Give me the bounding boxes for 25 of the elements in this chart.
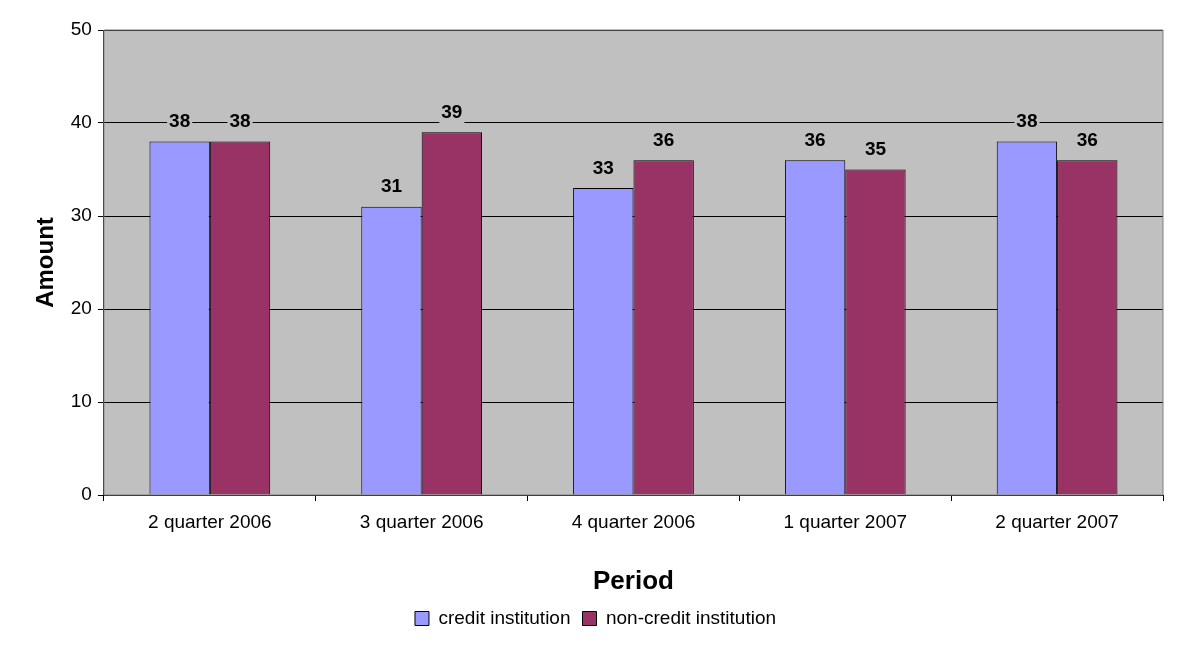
data-label: 36 — [653, 128, 675, 150]
y-axis-title: Amount — [31, 217, 59, 308]
y-tick-label: 30 — [70, 204, 92, 226]
data-label: 36 — [1076, 128, 1098, 150]
y-tick-label: 10 — [70, 390, 92, 412]
x-tick-label: 3 quarter 2006 — [359, 510, 484, 532]
x-axis-title: Period — [593, 564, 674, 595]
legend-label: non-credit institution — [605, 606, 777, 628]
data-label: 39 — [441, 101, 463, 123]
data-label: 35 — [864, 138, 887, 160]
y-tick-label: 40 — [70, 111, 92, 133]
data-label: 38 — [229, 110, 251, 132]
data-label: 31 — [380, 175, 403, 197]
data-label: 38 — [169, 110, 191, 132]
data-label: 36 — [804, 128, 826, 150]
x-tick-label: 2 quarter 2007 — [995, 510, 1119, 532]
y-tick-label: 50 — [70, 18, 92, 40]
x-tick-label: 1 quarter 2007 — [783, 510, 908, 532]
x-tick-label: 4 quarter 2006 — [571, 510, 696, 532]
legend-label: credit institution — [438, 606, 571, 628]
data-label: 38 — [1016, 110, 1038, 132]
y-tick-label: 20 — [70, 297, 92, 319]
x-tick-label: 2 quarter 2006 — [148, 510, 272, 532]
data-label: 33 — [592, 156, 614, 178]
y-tick-label: 0 — [81, 483, 92, 505]
